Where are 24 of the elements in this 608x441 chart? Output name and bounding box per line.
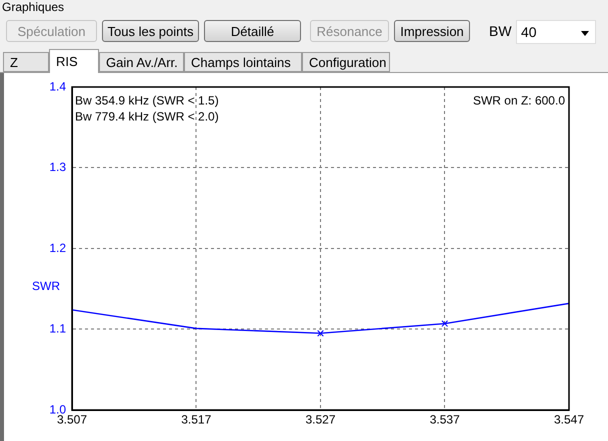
x-tick-label: 3.517 [181, 412, 212, 427]
text: Z [3, 52, 49, 72]
annotation: Bw 354.9 kHz (SWR < 1.5) [75, 93, 219, 108]
annotation: Bw 779.4 kHz (SWR < 2.0) [75, 109, 219, 124]
text: 40 [516, 20, 596, 44]
y-axis-title: SWR [32, 278, 60, 293]
text: Tous les points [102, 20, 199, 42]
text: Champs lointains [184, 52, 302, 72]
x-tick-label: 3.547 [554, 412, 584, 427]
y-tick-label: 1.2 [49, 240, 66, 255]
text: Configuration [302, 52, 390, 72]
annotation: SWR on Z: 600.0 [472, 93, 566, 108]
text: Détaillé [204, 20, 301, 42]
text: Gain Av./Arr. [99, 52, 184, 72]
text: BW [489, 23, 512, 39]
text: Résonance [310, 20, 389, 42]
text: Impression [394, 20, 470, 42]
x-tick-label: 3.527 [305, 412, 336, 427]
y-tick-label: 1.1 [49, 322, 66, 336]
text: Spéculation [6, 20, 97, 42]
y-tick-label: 1.4 [49, 79, 66, 94]
y-tick-label: 1.3 [49, 160, 66, 174]
x-tick-label: 3.537 [430, 412, 460, 427]
chart-title: Graphiques [2, 0, 64, 14]
